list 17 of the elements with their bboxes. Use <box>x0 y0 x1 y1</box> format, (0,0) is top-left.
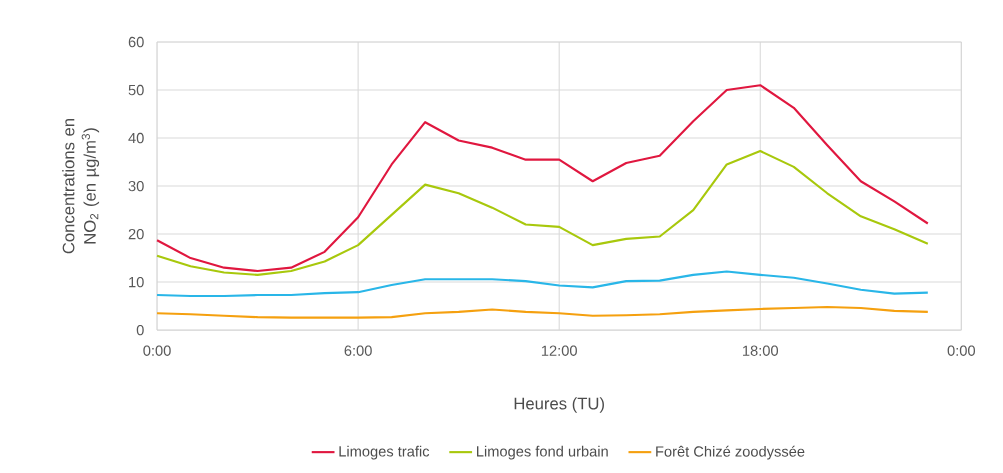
x-tick-label: 6:00 <box>344 345 372 356</box>
x-tick-label: 12:00 <box>541 345 577 356</box>
y-tick-label: 50 <box>128 84 144 95</box>
y-tick-label: 40 <box>128 132 144 144</box>
x-axis-title: Heures (TU) <box>514 396 604 413</box>
x-tick-label: 18:00 <box>743 345 779 356</box>
y-tick-label: 0 <box>136 324 144 336</box>
legend-label: Forêt Chizé zoodyssée <box>656 445 805 460</box>
y-tick-label: 60 <box>128 36 144 47</box>
legend-label: Limoges trafic <box>339 445 430 460</box>
y-tick-label: 30 <box>128 180 144 192</box>
x-tick-label: 0:00 <box>143 345 171 356</box>
y-tick-label: 20 <box>128 228 144 240</box>
x-tick-label: 0:00 <box>947 345 976 356</box>
legend-label: Limoges fond urbain <box>477 445 608 460</box>
line-series <box>155 83 929 272</box>
y-tick-label: 10 <box>129 276 144 288</box>
